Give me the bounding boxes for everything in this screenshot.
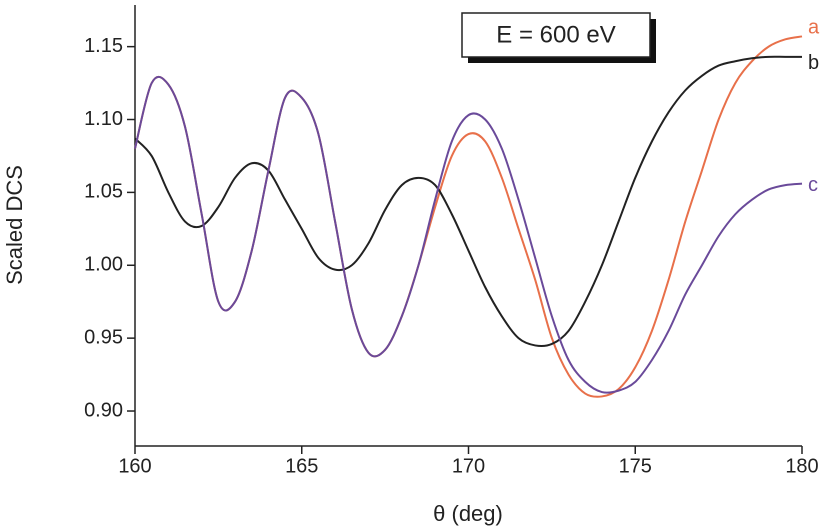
x-axis-label: θ (deg) xyxy=(433,501,503,526)
x-tick-label: 165 xyxy=(285,455,318,477)
x-tick-label: 180 xyxy=(785,455,818,477)
series-label: b xyxy=(808,52,819,74)
y-tick-label: 1.05 xyxy=(84,181,123,203)
annotation: E = 600 eV xyxy=(496,21,615,48)
series-line xyxy=(134,75,803,394)
y-tick-label: 0.90 xyxy=(84,399,123,421)
series-line xyxy=(134,55,802,348)
x-tick-label: 160 xyxy=(118,455,151,477)
series-label: c xyxy=(808,174,818,196)
series-line xyxy=(134,35,803,398)
annotation-box xyxy=(461,12,651,58)
x-tick-label: 170 xyxy=(452,455,485,477)
series-label: a xyxy=(808,17,820,39)
y-tick-label: 1.10 xyxy=(84,108,123,130)
y-axis-label: Scaled DCS xyxy=(2,165,27,285)
x-tick-label: 175 xyxy=(619,455,652,477)
y-tick-label: 0.95 xyxy=(84,326,123,348)
y-tick-label: 1.00 xyxy=(84,254,123,276)
y-tick-label: 1.15 xyxy=(84,35,123,57)
